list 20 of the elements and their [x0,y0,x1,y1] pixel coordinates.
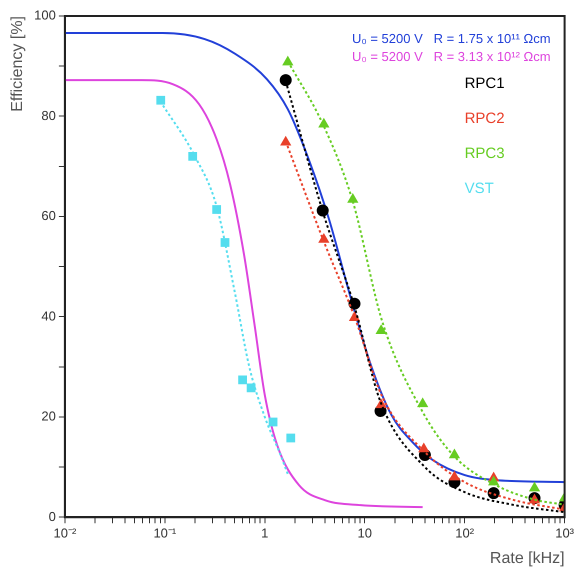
x-tick-label: 10⁻¹ [153,526,177,541]
text: RPC2 [464,109,505,129]
x-tick-label: 1 [261,526,268,541]
text: RPC3 [464,144,505,164]
x-axis-title: Rate [kHz] [490,550,565,567]
y-tick-label: 80 [41,108,56,123]
x-tick-label: 10² [455,526,475,541]
y-tick-label: 40 [41,308,56,324]
text: U₀ = 5200 V R = 3.13 x 10¹² Ωcm [352,48,551,66]
y-tick-label: 20 [41,408,56,424]
x-tick-label: 10⁻² [53,526,77,541]
text: U₀ = 5200 V R = 1.75 x 10¹¹ Ωcm [352,30,551,48]
y-axis-title: Efficiency [%] [9,16,26,112]
text: RPC1 [464,74,505,94]
text: VST [464,179,495,199]
y-tick-label: 0 [48,508,56,524]
x-tick-label: 10 [357,526,372,541]
x-tick-label: 10³ [555,526,575,541]
y-tick-label: 60 [41,208,56,224]
y-tick-label: 100 [34,8,56,23]
